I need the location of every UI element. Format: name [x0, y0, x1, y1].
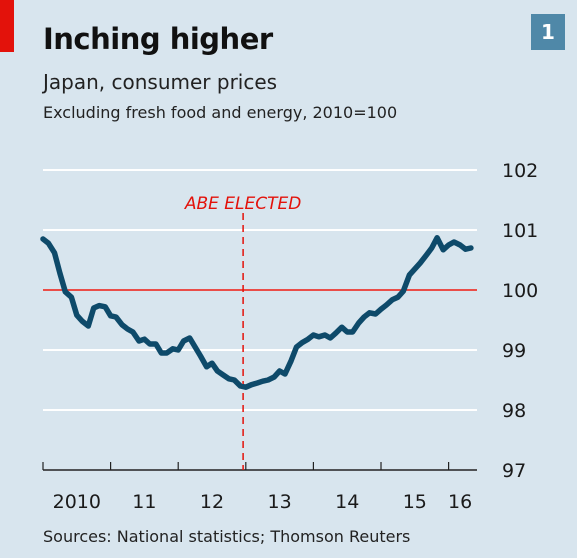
y-tick-label: 97	[502, 460, 526, 482]
y-tick-label: 99	[502, 340, 526, 362]
x-tick-label: 13	[268, 491, 292, 513]
x-tick-label: 11	[132, 491, 156, 513]
red-accent-bar	[0, 0, 14, 52]
y-tick-label: 98	[502, 400, 526, 422]
y-tick-label: 102	[502, 160, 538, 182]
x-tick-label: 12	[200, 491, 224, 513]
x-tick-label: 2010	[53, 491, 101, 513]
series-line	[40, 235, 474, 390]
annotation-label: ABE ELECTED	[184, 194, 301, 214]
chart-number-badge: 1	[531, 14, 565, 50]
chart-subtitle: Japan, consumer prices	[43, 70, 278, 94]
x-tick-label: 16	[448, 491, 472, 513]
chart-title: Inching higher	[43, 22, 273, 56]
chart-units-note: Excluding fresh food and energy, 2010=10…	[43, 103, 398, 122]
source-note: Sources: National statistics; Thomson Re…	[43, 527, 411, 546]
y-tick-label: 100	[502, 280, 538, 302]
x-tick-label: 14	[335, 491, 359, 513]
y-tick-label: 101	[502, 220, 538, 242]
x-tick-label: 15	[403, 491, 427, 513]
